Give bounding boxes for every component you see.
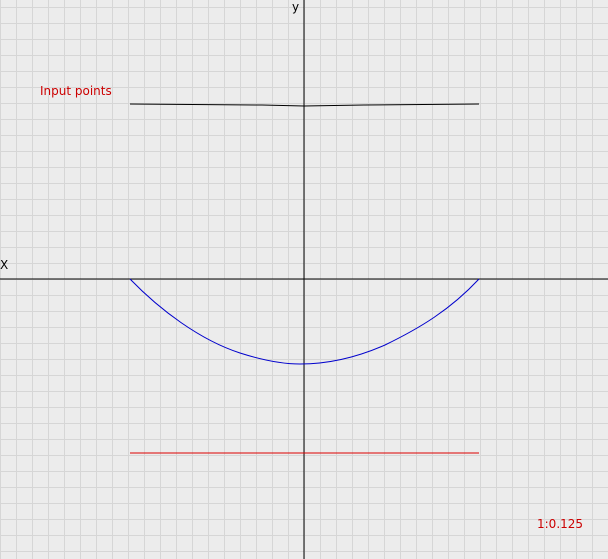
legend-input-points: Input points xyxy=(40,84,112,98)
blue-curve xyxy=(129,278,480,365)
x-axis-label: X xyxy=(0,258,8,272)
y-axis-label: y xyxy=(292,0,299,14)
input-points-line xyxy=(129,103,480,107)
scale-label: 1:0.125 xyxy=(537,517,583,531)
